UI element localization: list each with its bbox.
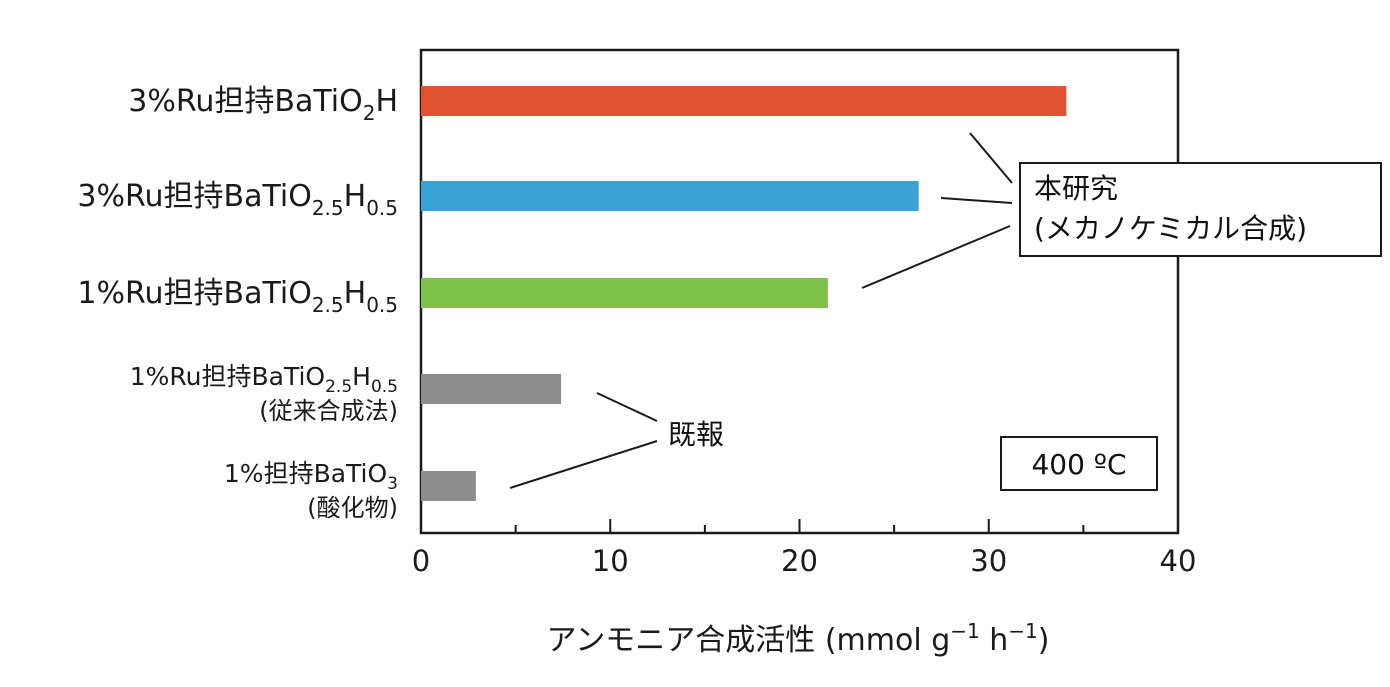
leader-line-bar3: [861, 225, 1011, 289]
leader-line-bar1: [969, 132, 1013, 184]
leader-line-bar5: [509, 440, 658, 489]
temperature-label: 400 ºC: [1031, 448, 1126, 481]
x-axis-ticks: 0 10 20 30 40: [412, 519, 1197, 578]
leader-line-bar2: [940, 197, 1013, 204]
bar-3: [421, 278, 828, 308]
temperature-box: [1000, 436, 1158, 491]
category-label-4: 1%Ru担持BaTiO2.5H0.5: [130, 362, 398, 397]
this-work-annotation-box: [1019, 162, 1382, 257]
x-tick-label-30: 30: [970, 544, 1007, 578]
category-label-3: 1%Ru担持BaTiO2.5H0.5: [77, 276, 398, 317]
category-labels: 3%Ru担持BaTiO2H 3%Ru担持BaTiO2.5H0.5 1%Ru担持BaT…: [77, 84, 398, 522]
bars-group: [421, 86, 1067, 501]
x-axis-label: アンモニア合成活性 (mmol g−1 h−1): [546, 619, 1049, 658]
bar-2: [421, 181, 919, 211]
previous-report-label: 既報: [668, 418, 724, 451]
this-work-title: 本研究: [1034, 172, 1118, 205]
bar-1: [421, 86, 1067, 116]
bar-4: [421, 374, 562, 404]
this-work-subtitle: (メカノケミカル合成): [1034, 212, 1307, 245]
category-label-5: 1%担持BaTiO3: [224, 459, 398, 494]
bar-5: [421, 471, 476, 501]
x-tick-label-0: 0: [412, 544, 430, 578]
category-label-1: 3%Ru担持BaTiO2H: [128, 84, 398, 125]
x-tick-label-10: 10: [592, 544, 629, 578]
x-tick-label-40: 40: [1160, 544, 1197, 578]
category-label-5-note: (酸化物): [307, 494, 398, 522]
x-tick-label-20: 20: [781, 544, 818, 578]
leader-line-bar4: [596, 392, 658, 422]
category-label-4-note: (従来合成法): [259, 397, 398, 425]
category-label-2: 3%Ru担持BaTiO2.5H0.5: [77, 179, 398, 220]
